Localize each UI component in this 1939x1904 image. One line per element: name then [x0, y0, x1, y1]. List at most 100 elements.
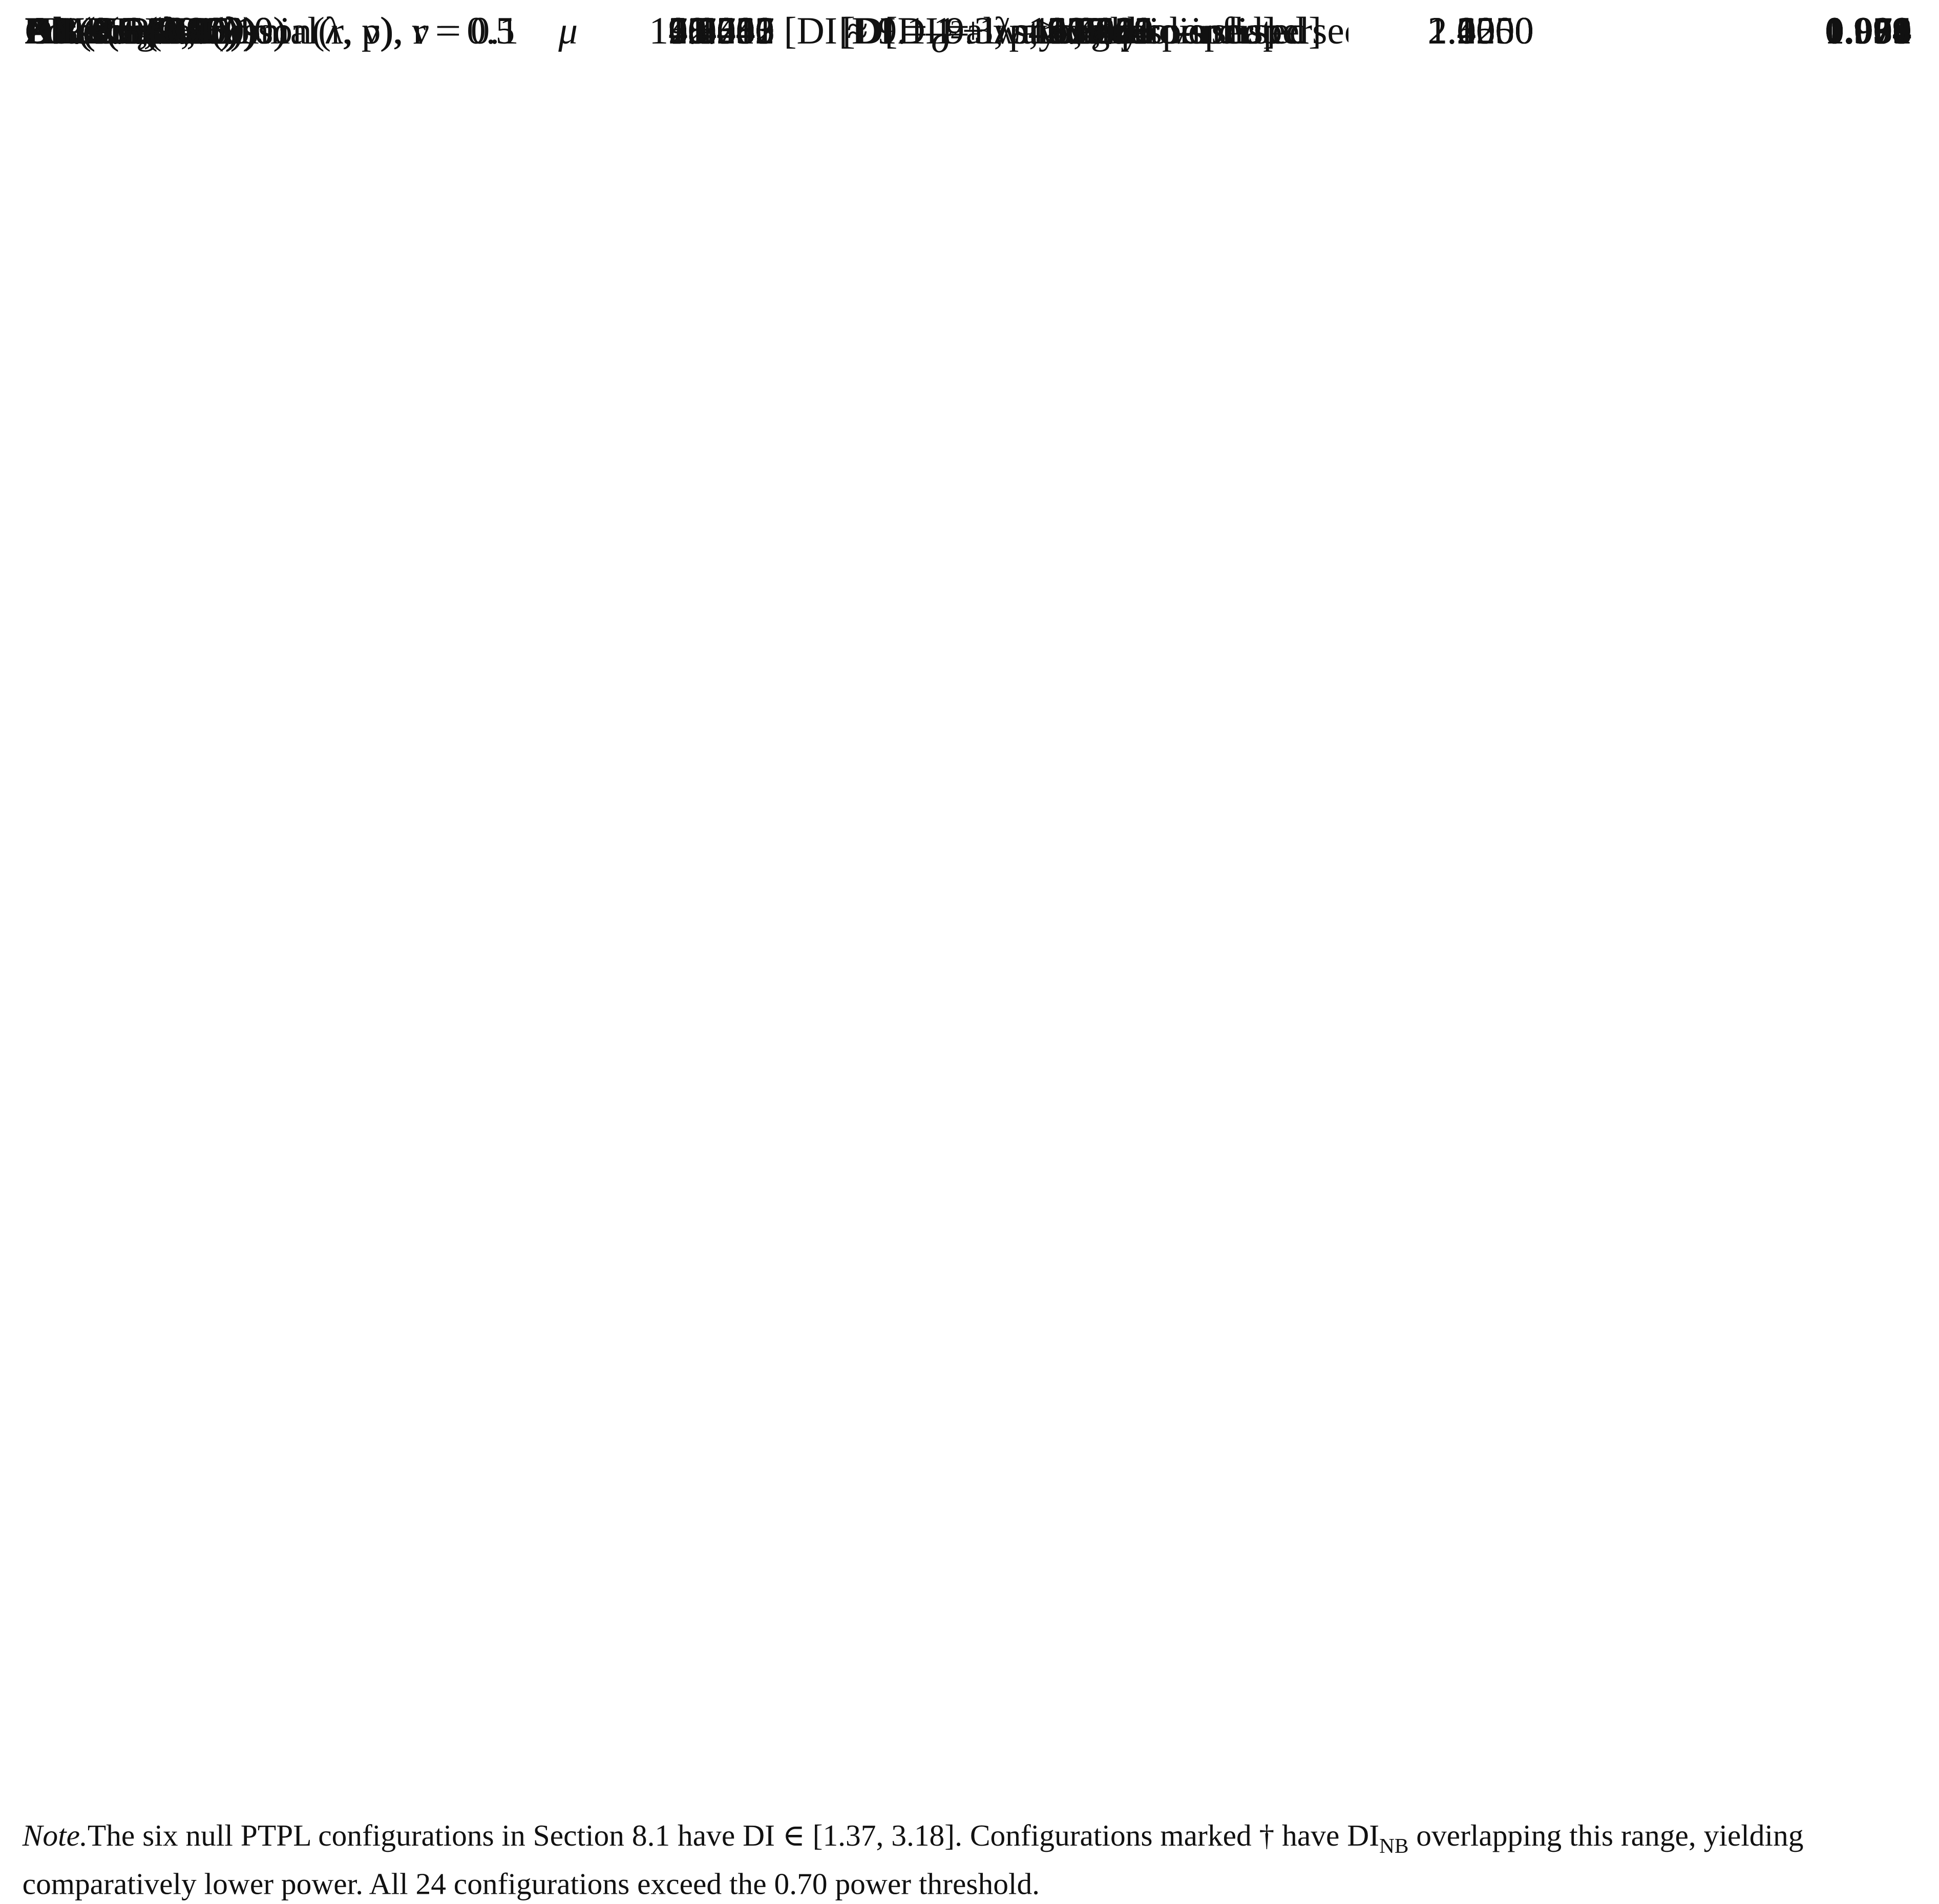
- alternative-cell: Poisson(9.80): [25, 8, 238, 52]
- value-cell: 9.8000: [668, 8, 774, 52]
- alternative-cell: NB(0.5, 0.10): [25, 8, 239, 52]
- value-cell: 575.23: [1047, 8, 1154, 52]
- value-cell: 0.9000: [668, 8, 774, 52]
- alternative-cell: ZIP(1.5, 0.70): [25, 8, 243, 52]
- alternative-cell: Poisson(9.95): [25, 8, 238, 52]
- group-title: D2. Neg. Binomial(r, p), r = 0.5: [25, 0, 515, 61]
- footnote-label: Note.: [22, 1819, 88, 1853]
- alternative-cell: ZIP(2.5, 0.40): [25, 8, 243, 52]
- value-cell: 0.9286: [668, 8, 774, 52]
- alternative-cell: Poisson(9.90): [25, 8, 238, 52]
- alternative-cell: CMP(1.49, 0.10): [25, 8, 286, 52]
- value-cell: 2.0000: [1427, 8, 1534, 52]
- value-cell: 2.1000: [1427, 8, 1534, 52]
- header-cell: μ: [558, 8, 578, 52]
- alternative-cell: ZIP(2.5, 0.10): [25, 8, 243, 52]
- power-cell: 0.998: [1825, 0, 1911, 61]
- power-value: 0.979: [1825, 8, 1912, 52]
- group-title: D1. Poisson(λ): [25, 0, 256, 61]
- power-cell: 1.000: [1825, 0, 1911, 61]
- group-name: Poisson(λ): [91, 8, 256, 52]
- alternative-cell: CMP(1.48, 0.10): [25, 8, 286, 52]
- value-cell: 62.262: [668, 8, 774, 52]
- value-cell: 1.1667: [668, 8, 774, 52]
- value-cell: 3.0000: [1047, 8, 1154, 52]
- value-cell: 2.8125: [1047, 8, 1154, 52]
- alternative-cell: CMP(1.47, 0.10): [25, 8, 286, 52]
- power-value: 0.901: [1825, 8, 1912, 52]
- power-cell: 0.970: [1825, 0, 1911, 61]
- value-cell: 1.5000: [668, 8, 774, 52]
- footnote-sub: NB: [1379, 1834, 1409, 1858]
- value-cell: 0.6000: [668, 8, 774, 52]
- footnote-text: overlapping this range, yielding compara…: [22, 1819, 1804, 1901]
- power-value: 1.000: [1825, 8, 1912, 52]
- value-cell: 2.2500: [668, 8, 774, 52]
- value-cell: 2.8333: [668, 8, 774, 52]
- power-cell: 0.979: [1825, 0, 1911, 61]
- group-title: D3. COM-Poisson(λ, ν), ν = 0.1: [25, 0, 519, 61]
- alternative-cell: NB(0.5, 0.15): [25, 8, 239, 52]
- value-cell: 6.0000: [1047, 8, 1154, 52]
- value-cell: 51.747: [668, 8, 774, 52]
- group-label: D1.: [25, 8, 82, 52]
- alternative-cell: NB(0.5, 0.20): [25, 8, 239, 52]
- value-cell: 3.0469: [1047, 8, 1154, 52]
- footnote: Note.The six null PTPL configurations in…: [23, 1817, 1924, 1904]
- alternative-cell: NB(0.5, 0.35): [25, 8, 239, 52]
- alternative-cell: ZIP(2.5, 0.25): [25, 8, 243, 52]
- value-cell: 2.0500: [1427, 8, 1534, 52]
- value-cell: 1.4400: [1047, 8, 1154, 52]
- header-cell: σ2: [931, 0, 963, 71]
- value-cell: 9.9000: [668, 8, 774, 52]
- value-cell: 45.0000: [1028, 8, 1154, 52]
- footnote-text: The six null PTPL configurations in Sect…: [87, 1819, 1380, 1853]
- value-cell: 70.412: [668, 8, 774, 52]
- value-cell: 469.19: [1047, 8, 1154, 52]
- power-cell: 0.934: [1825, 0, 1911, 61]
- value-cell: 66.215: [668, 8, 774, 52]
- value-cell: 55.040: [668, 8, 774, 52]
- power-value: 0.934: [1825, 8, 1912, 52]
- value-cell: 1.8900: [1047, 8, 1154, 52]
- alternative-cell: Poisson(9.85): [25, 8, 238, 52]
- alternative-cell: CMP(1.51, 0.10): [25, 8, 286, 52]
- value-cell: 2.0000: [668, 8, 774, 52]
- value-cell: 9.7500: [1047, 8, 1154, 52]
- group-note: [DI = 1 + λπ ≥ 1; zero-inflated]: [839, 0, 1939, 86]
- value-cell: 1.8750: [668, 8, 774, 52]
- value-cell: 537.75: [1047, 8, 1154, 52]
- header-sup: 2: [950, 15, 963, 45]
- power-value: 0.970: [1825, 8, 1912, 52]
- value-cell: 9.7500: [668, 8, 774, 52]
- value-cell: 4.5000: [668, 8, 774, 52]
- alternative-cell: CMP(1.52, 0.10): [25, 8, 286, 52]
- value-cell: 10.0000: [1028, 8, 1154, 52]
- value-cell: 10.0000: [1028, 8, 1154, 52]
- group-label: D4.: [25, 8, 82, 52]
- value-cell: 9.9500: [1047, 8, 1154, 52]
- value-cell: 0.9225: [1047, 8, 1154, 52]
- alternative-cell: CMP(1.50, 0.10): [25, 8, 286, 52]
- value-cell: 9.9500: [668, 8, 774, 52]
- alternative-cell: Poisson(9.75): [25, 8, 238, 52]
- group-name: Neg. Binomial(r, p), r = 0.5: [91, 8, 515, 52]
- alternative-cell: Poisson(10.00): [25, 8, 258, 52]
- group-name: ZIP(λ, π): [91, 8, 233, 52]
- group-title: D4. ZIP(λ, π): [25, 0, 233, 61]
- group-name: COM-Poisson(λ, ν), ν = 0.1: [91, 8, 519, 52]
- value-cell: 58.541: [668, 8, 774, 52]
- power-value: 0.998: [1825, 8, 1912, 52]
- value-cell: 9.9000: [1047, 8, 1154, 52]
- header-symbol: σ: [931, 17, 951, 61]
- value-cell: 0.4500: [668, 8, 774, 52]
- value-cell: 1.5000: [668, 8, 774, 52]
- value-cell: 10.0000: [649, 8, 774, 52]
- value-cell: 657.20: [1047, 8, 1154, 52]
- value-cell: 1.2500: [1427, 8, 1534, 52]
- value-cell: 2.6531: [1047, 8, 1154, 52]
- power-cell: 0.901: [1825, 0, 1911, 61]
- value-cell: 1.6250: [1427, 8, 1534, 52]
